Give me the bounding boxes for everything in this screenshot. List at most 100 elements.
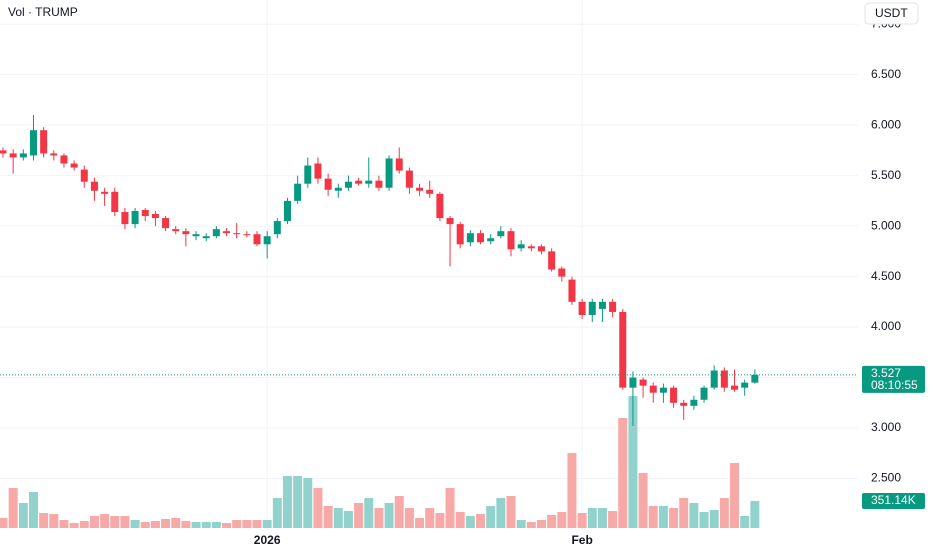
volume-bar xyxy=(679,498,689,528)
candle-body xyxy=(70,163,78,168)
candle-body xyxy=(700,387,708,400)
candle-body xyxy=(253,234,261,245)
candle-body xyxy=(111,191,119,212)
candle-body xyxy=(9,153,17,158)
volume-bar xyxy=(313,488,323,528)
candle-body xyxy=(50,153,58,156)
candle-body xyxy=(487,238,495,242)
volume-bar xyxy=(252,520,262,528)
candle-body xyxy=(426,189,434,194)
candle-body xyxy=(477,233,485,243)
volume-bar xyxy=(587,508,597,528)
volume-bar xyxy=(719,498,729,528)
y-tick-label: 5.000 xyxy=(871,218,901,232)
last-price-box xyxy=(862,365,925,393)
volume-bar xyxy=(161,519,171,528)
candle-body xyxy=(375,180,383,188)
candle-body xyxy=(19,153,27,158)
volume-bar xyxy=(0,518,8,528)
candle-body xyxy=(649,385,657,393)
volume-bar xyxy=(364,498,374,528)
currency-label[interactable]: USDT xyxy=(875,6,908,20)
y-tick-label: 5.500 xyxy=(871,168,901,182)
volume-bar xyxy=(445,488,455,528)
volume-bar xyxy=(8,488,18,528)
candle-body xyxy=(670,387,678,403)
candle-body xyxy=(90,181,98,191)
candle-body xyxy=(60,155,68,164)
currency-button[interactable] xyxy=(864,2,919,25)
candle-body xyxy=(223,231,231,234)
volume-bar xyxy=(496,498,506,528)
volume-bar xyxy=(709,510,719,528)
candle-body xyxy=(324,178,332,190)
volume-bar xyxy=(608,511,618,528)
candle-body xyxy=(344,181,352,188)
volume-bar xyxy=(648,506,658,528)
candle-body xyxy=(314,163,322,179)
volume-bar xyxy=(201,522,211,528)
candle-body xyxy=(385,158,393,188)
candle-body xyxy=(121,211,129,225)
volume-bar xyxy=(597,508,607,528)
volume-bar xyxy=(404,508,414,528)
volume-bar xyxy=(59,520,69,528)
volume-bar xyxy=(394,496,404,528)
volume-bar xyxy=(100,514,110,528)
candle-body xyxy=(162,218,170,229)
candle-body xyxy=(659,387,667,393)
candle-body xyxy=(629,377,637,388)
candle-body xyxy=(507,231,515,250)
candle-body xyxy=(101,191,109,194)
x-tick-label: Feb xyxy=(571,533,592,547)
candle-body xyxy=(609,301,617,312)
volume-bar xyxy=(171,518,181,528)
volume-bar xyxy=(689,503,699,528)
volume-bar xyxy=(272,498,282,528)
volume-bar xyxy=(323,506,333,528)
last-price-label: 3.527 xyxy=(871,366,901,380)
volume-bar xyxy=(750,500,760,528)
volume-bar xyxy=(740,516,750,528)
candle-body xyxy=(517,244,525,249)
candle-body xyxy=(619,311,627,388)
volume-bar xyxy=(181,521,191,528)
volume-bar xyxy=(638,473,648,528)
volume-bar xyxy=(557,512,567,528)
y-tick-label: 3.000 xyxy=(871,420,901,434)
volume-bar xyxy=(69,523,79,528)
y-tick-label: 4.000 xyxy=(871,319,901,333)
volume-bar xyxy=(699,512,709,528)
volume-bar xyxy=(486,506,496,528)
candle-body xyxy=(588,301,596,315)
candle-body xyxy=(334,187,342,191)
volume-bar xyxy=(191,522,201,528)
volume-bar xyxy=(242,520,252,528)
y-tick-label: 6.500 xyxy=(871,67,901,81)
candle-body xyxy=(497,231,505,237)
volume-bar xyxy=(293,476,303,528)
volume-bar xyxy=(18,503,28,528)
candle-body xyxy=(40,130,48,154)
candle-body xyxy=(527,246,535,249)
volume-bar xyxy=(516,520,526,528)
volume-bar xyxy=(28,492,38,528)
volume-label: 351.14K xyxy=(871,493,916,507)
candle-body xyxy=(710,370,718,388)
candle-body xyxy=(395,158,403,171)
candle-body xyxy=(680,402,688,406)
volume-bar xyxy=(618,418,628,528)
volume-bar xyxy=(435,513,445,528)
volume-bar xyxy=(476,514,486,528)
volume-bar xyxy=(343,511,353,528)
candle-body xyxy=(141,209,149,217)
candle-body xyxy=(720,370,728,388)
volume-bar xyxy=(669,508,679,528)
candle-body xyxy=(731,385,739,390)
volume-bar xyxy=(658,506,668,528)
volume-bar xyxy=(526,522,536,528)
candle-body xyxy=(558,268,566,277)
